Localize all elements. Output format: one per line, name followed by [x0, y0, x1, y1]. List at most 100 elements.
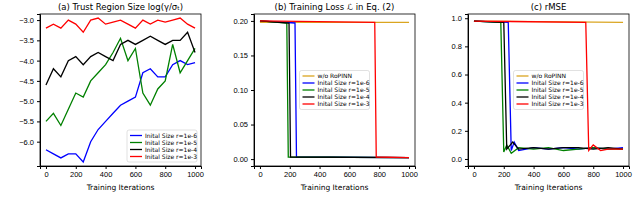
- y-tick-mark: [251, 159, 254, 160]
- panel: 02004006008001000−6.0−5.5−5.0−4.5−4.0−3.…: [19, 14, 204, 179]
- legend-label: Inital Size r=1e-6: [318, 79, 370, 86]
- x-tick-label: 0: [258, 170, 262, 179]
- y-tick-label: −3.5: [19, 36, 34, 45]
- x-tick: 600: [558, 166, 571, 179]
- legend-label: Inital Size r=1e-4: [318, 93, 370, 100]
- x-tick: 200: [284, 166, 297, 179]
- x-tick-mark: [409, 166, 410, 169]
- y-tick: −3.0: [19, 16, 40, 25]
- x-tick-mark: [260, 166, 261, 169]
- legend: w/o RoPINNInital Size r=1e-6Inital Size …: [300, 71, 370, 110]
- x-tick-label: 800: [587, 170, 600, 179]
- x-tick-label: 1000: [615, 170, 632, 179]
- series-line: [260, 21, 409, 158]
- x-axis: 0 200 400 600 800 1000: [469, 166, 632, 179]
- x-tick: 200: [70, 166, 83, 179]
- series-line: [260, 21, 409, 158]
- plot-area: [260, 21, 409, 158]
- x-tick-mark: [106, 166, 107, 169]
- legend-swatch: [130, 142, 142, 143]
- y-tick: 0.10: [233, 86, 254, 95]
- y-tick-label: −4.0: [19, 57, 34, 66]
- x-tick-mark: [534, 166, 535, 169]
- legend-swatch: [130, 156, 142, 157]
- x-axis: 02004006008001000: [255, 166, 418, 179]
- y-tick: 0.4: [452, 99, 468, 108]
- y-tick-mark: [251, 21, 254, 22]
- plot-area: [474, 21, 623, 153]
- x-tick-label: 200: [70, 170, 83, 179]
- y-tick-label: 0.4: [452, 99, 462, 108]
- y-tick: −5.0: [19, 97, 40, 106]
- x-tick-mark: [320, 166, 321, 169]
- y-tick-mark: [37, 40, 40, 41]
- series-line: [46, 38, 195, 125]
- x-tick: 400: [100, 166, 113, 179]
- legend-swatch: [303, 89, 315, 90]
- x-tick-label: 400: [314, 170, 327, 179]
- y-tick-mark: [251, 90, 254, 91]
- legend-label: Inital Size r=1e-6: [145, 132, 197, 139]
- x-tick: 1000: [401, 166, 418, 179]
- legend-swatch: [517, 75, 529, 76]
- y-tick-mark: [37, 101, 40, 102]
- plot-frame: [40, 14, 201, 166]
- y-tick-mark: [251, 55, 254, 56]
- y-tick-label: 0.15: [233, 51, 248, 60]
- y-tick: 0.6: [452, 70, 468, 79]
- legend-label: Inital Size r=1e-4: [145, 146, 197, 153]
- x-axis-line: [41, 167, 202, 170]
- series-line: [474, 21, 623, 150]
- x-tick-label: 600: [130, 170, 143, 179]
- x-tick: 800: [159, 166, 172, 179]
- y-tick: 0.8: [452, 42, 468, 51]
- x-tick: 1000: [615, 166, 632, 179]
- x-tick-label: 1000: [187, 170, 204, 179]
- y-tick-mark: [465, 18, 468, 19]
- y-tick: 0.20: [233, 17, 254, 26]
- y-tick-label: 0.20: [233, 17, 248, 26]
- legend-label: Inital Size r=1e-5: [318, 86, 370, 93]
- x-axis-line: [469, 167, 630, 170]
- y-tick: 0.15: [233, 51, 254, 60]
- y-tick-label: 0.05: [233, 120, 248, 129]
- y-tick: 0.00: [233, 155, 254, 164]
- legend-label: Inital Size r=1e-4: [532, 93, 584, 100]
- x-tick-label: 0: [472, 170, 476, 179]
- y-tick: −5.5: [19, 117, 40, 126]
- y-tick-label: 1.0: [452, 14, 462, 23]
- legend-box: [514, 71, 584, 110]
- legend-label: Inital Size r=1e-3: [532, 100, 584, 107]
- series-line: [260, 21, 409, 158]
- y-tick-label: 0.00: [233, 155, 248, 164]
- x-axis-line: [255, 167, 416, 170]
- y-tick-mark: [465, 75, 468, 76]
- legend-swatch: [517, 103, 529, 104]
- panel: 020040060080010000.00.20.40.60.81.0w/o R…: [452, 14, 632, 179]
- legend-swatch: [303, 75, 315, 76]
- x-axis-title: Training Iterations: [86, 183, 155, 192]
- x-tick-mark: [165, 166, 166, 169]
- y-tick-mark: [465, 159, 468, 160]
- chart-title: (c) rMSE: [531, 2, 567, 12]
- y-tick-mark: [37, 142, 40, 143]
- y-tick: 1.0: [452, 14, 468, 23]
- series-line: [46, 32, 195, 85]
- y-tick-mark: [465, 103, 468, 104]
- legend-label: Inital Size r=1e-5: [145, 139, 197, 146]
- legend-swatch: [303, 82, 315, 83]
- y-tick-label: 0.0: [452, 155, 462, 164]
- y-axis: −6.0−5.5−5.0−4.5−4.0−3.5−3.0: [19, 15, 40, 167]
- x-axis-title: Training Iterations: [300, 183, 369, 192]
- y-tick: −3.5: [19, 36, 40, 45]
- series-line: [46, 18, 195, 32]
- y-tick-label: −5.0: [19, 97, 34, 106]
- x-tick: 0: [472, 166, 476, 179]
- y-axis: 0.00 0.05 0.10 0.15 0.20: [233, 15, 254, 167]
- x-tick: 600: [130, 166, 143, 179]
- x-tick-label: 400: [100, 170, 113, 179]
- y-tick: 0.2: [452, 127, 468, 136]
- x-tick-label: 800: [373, 170, 386, 179]
- x-tick: 400: [528, 166, 541, 179]
- x-tick-label: 200: [498, 170, 511, 179]
